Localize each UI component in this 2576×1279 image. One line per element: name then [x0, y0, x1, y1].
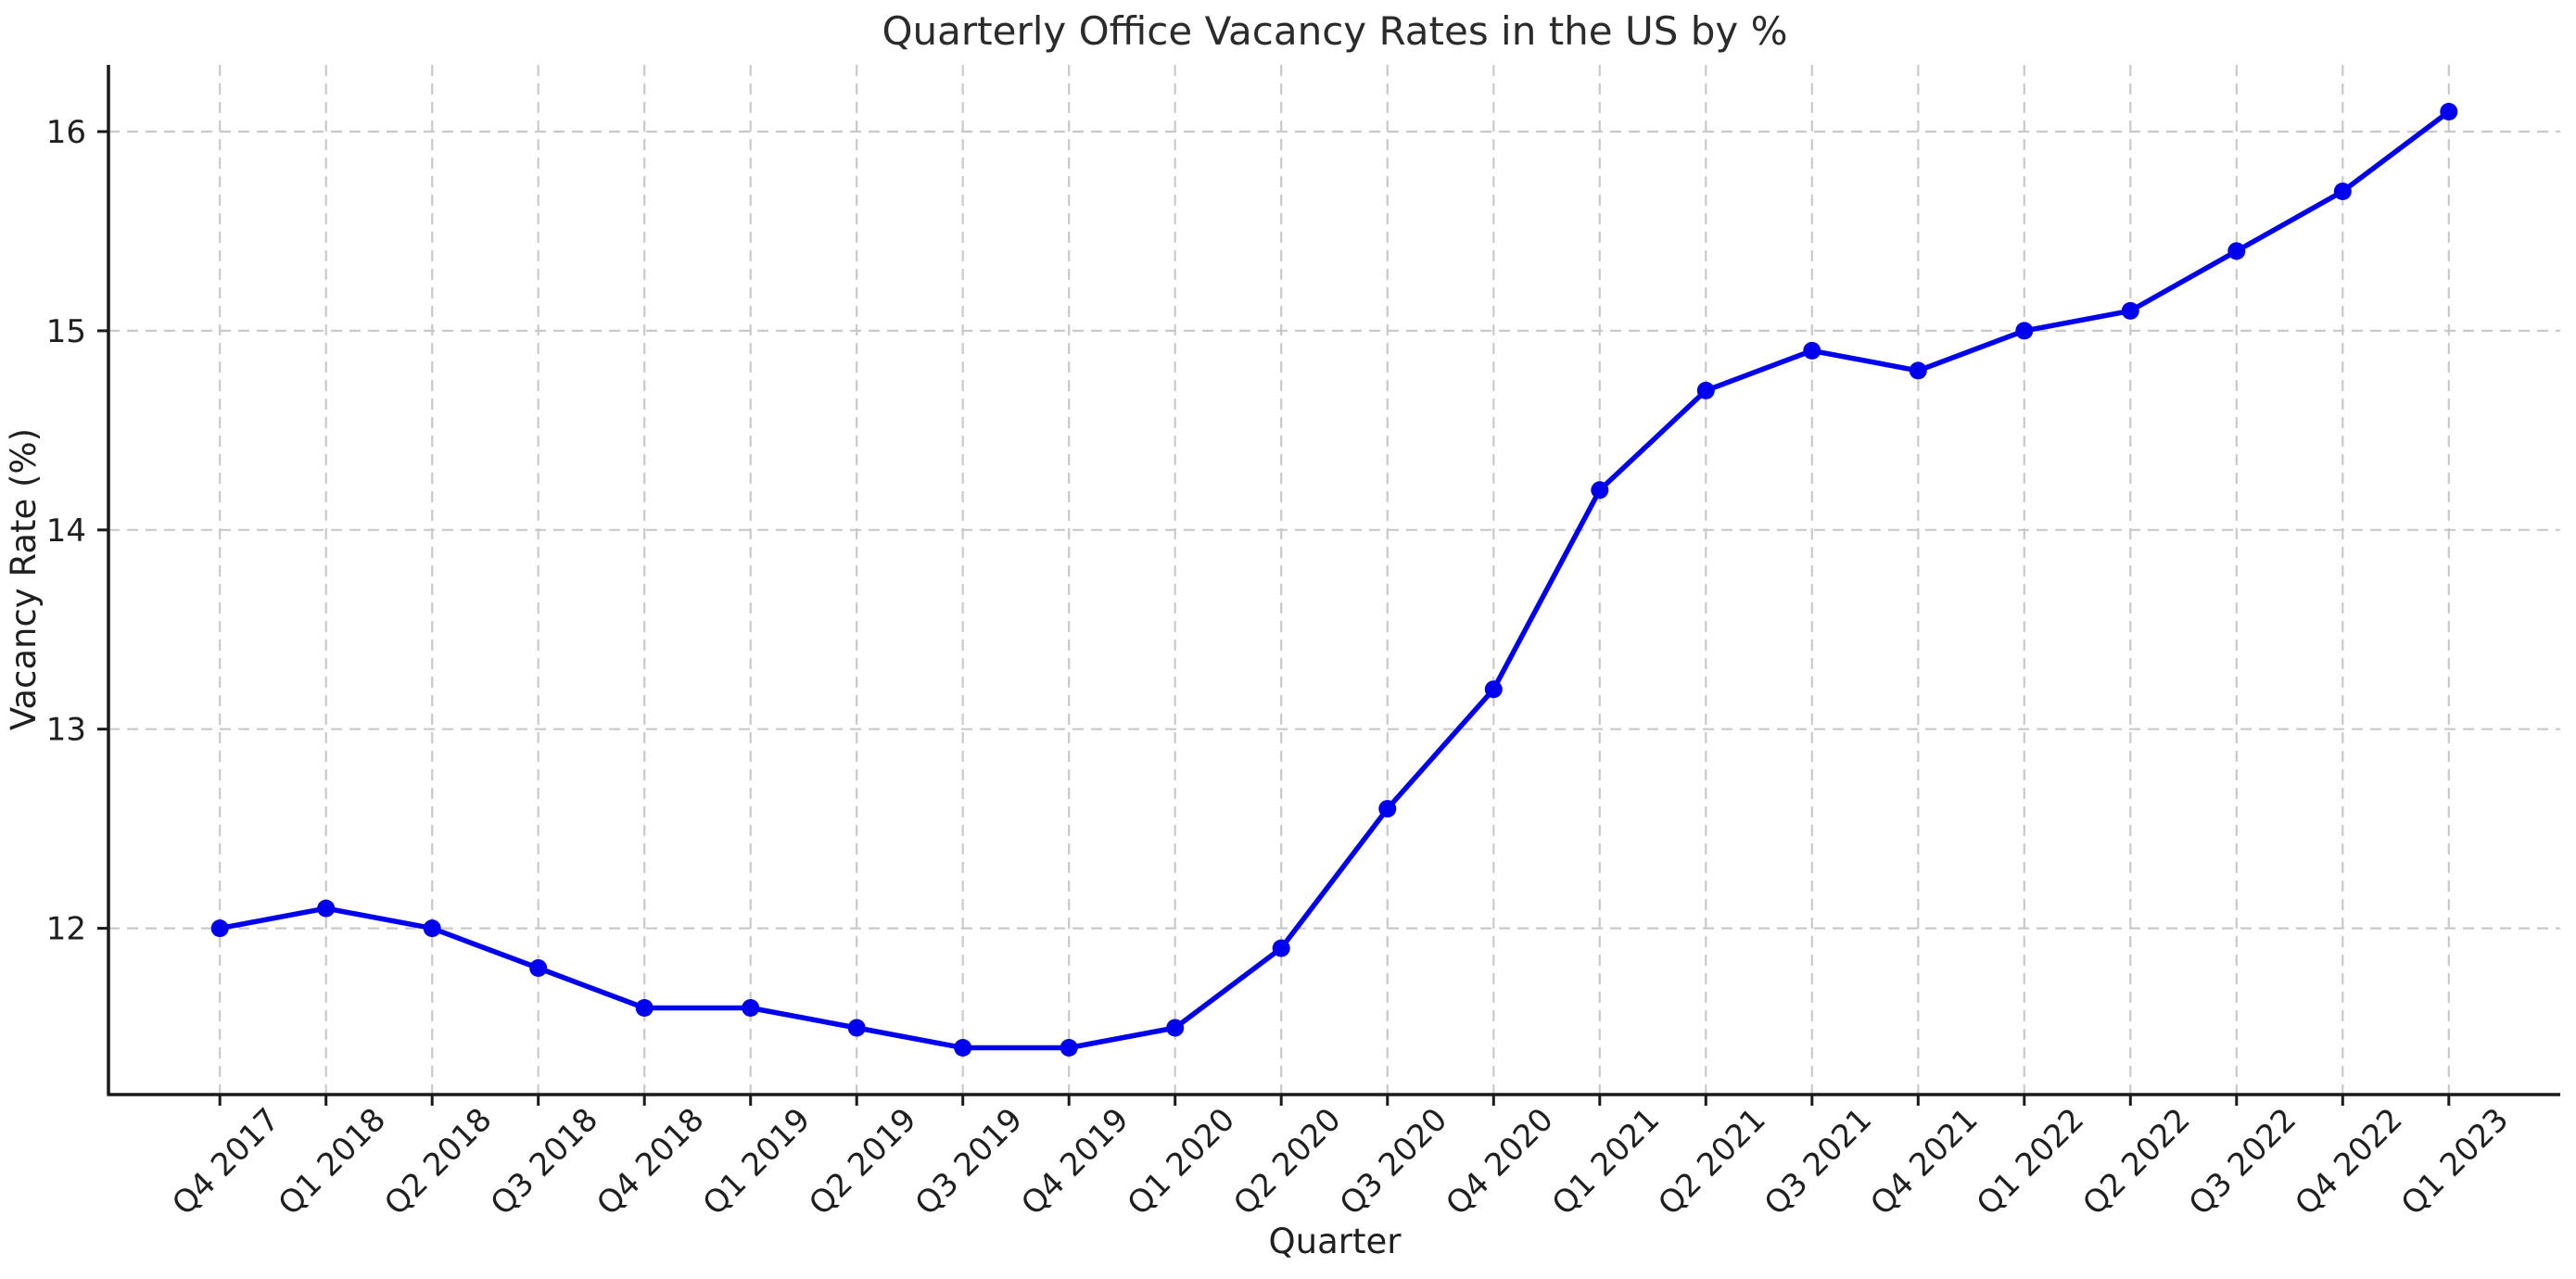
axes-spines [107, 65, 2560, 1096]
x-tick-label: Q2 2019 [802, 1101, 923, 1222]
x-tick-label: Q1 2022 [1970, 1101, 2091, 1222]
data-point [742, 999, 760, 1017]
y-axis-label: Vacancy Rate (%) [4, 428, 44, 730]
x-tick-label: Q4 2022 [2288, 1101, 2409, 1222]
x-tick-label: Q2 2020 [1226, 1101, 1348, 1222]
x-tick-label: Q1 2019 [696, 1101, 818, 1222]
x-tick-label: Q4 2021 [1863, 1101, 1985, 1222]
vertical-gridlines [219, 65, 2450, 1095]
data-point [1060, 1039, 1078, 1057]
x-tick-label: Q3 2020 [1333, 1101, 1454, 1222]
data-point [1591, 481, 1609, 500]
x-tick-label: Q1 2018 [272, 1101, 393, 1222]
x-tick-label: Q1 2023 [2394, 1101, 2516, 1222]
data-point [847, 1019, 866, 1037]
data-point [1378, 800, 1397, 818]
y-tick-label: 13 [46, 712, 86, 749]
y-tick-label: 16 [46, 114, 86, 151]
data-point [1909, 361, 1927, 380]
x-tick-label: Q1 2020 [1121, 1101, 1242, 1222]
data-point [423, 919, 441, 938]
axis-tick-marks [97, 130, 2451, 1106]
data-point [1696, 381, 1715, 399]
y-tick-label: 15 [46, 313, 86, 350]
x-axis-label: Quarter [1269, 1222, 1402, 1261]
data-point [635, 999, 654, 1017]
y-tick-label: 14 [46, 513, 86, 550]
x-tick-label: Q3 2018 [484, 1101, 605, 1222]
vacancy-rate-line [217, 108, 2452, 1051]
data-point [1166, 1019, 1185, 1037]
data-point [954, 1039, 972, 1057]
y-tick-labels: 12 13 14 15 16 [46, 114, 86, 948]
x-tick-label: Q4 2019 [1014, 1101, 1136, 1222]
horizontal-gridlines [108, 130, 2560, 930]
x-tick-label: Q4 2017 [165, 1101, 286, 1222]
x-tick-label: Q2 2021 [1651, 1101, 1772, 1222]
data-point [1484, 680, 1503, 699]
y-tick-label: 12 [46, 911, 86, 948]
data-point [1803, 341, 1821, 360]
x-tick-label: Q3 2021 [1758, 1101, 1879, 1222]
data-point-markers [210, 103, 2458, 1057]
data-point [2440, 103, 2458, 120]
x-tick-label: Q2 2022 [2075, 1101, 2197, 1222]
data-point [2015, 322, 2034, 340]
data-point [1272, 939, 1290, 957]
x-tick-label: Q3 2022 [2182, 1101, 2303, 1222]
x-tick-label: Q4 2018 [590, 1101, 711, 1222]
x-tick-label: Q1 2021 [1545, 1101, 1667, 1222]
data-point [317, 899, 336, 918]
data-point [529, 959, 548, 977]
data-point [2333, 183, 2352, 200]
x-tick-label: Q2 2018 [377, 1101, 499, 1222]
data-point [2121, 301, 2139, 320]
x-tick-label: Q3 2019 [908, 1101, 1030, 1222]
chart-title: Quarterly Office Vacancy Rates in the US… [882, 8, 1787, 54]
data-point [2227, 242, 2246, 260]
data-point [210, 919, 229, 938]
x-tick-label: Q4 2020 [1439, 1101, 1560, 1222]
